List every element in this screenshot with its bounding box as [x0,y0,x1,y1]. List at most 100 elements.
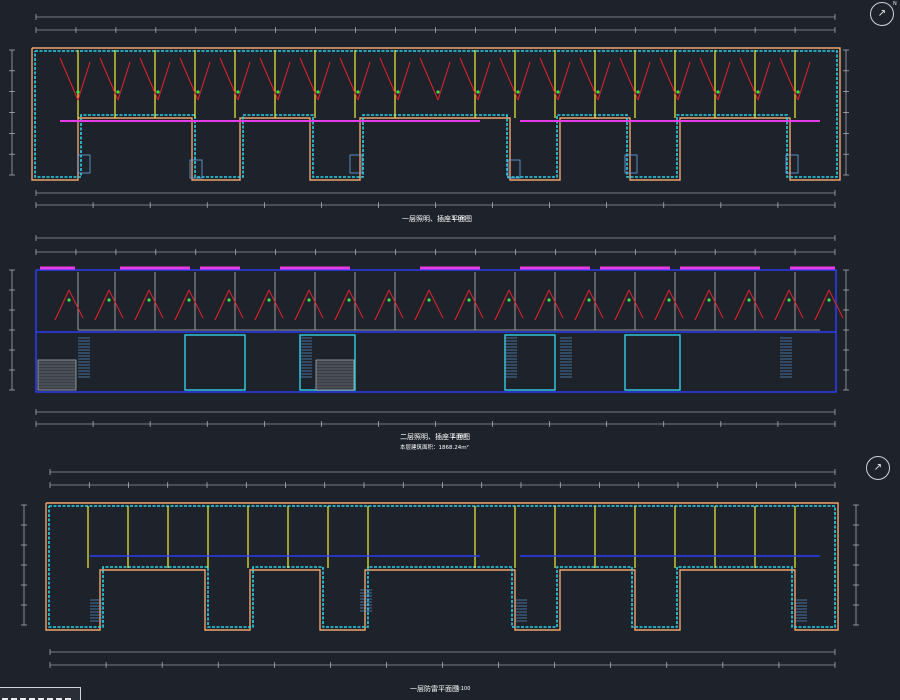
plan2-wiring [334,289,350,321]
title-block-cell [38,698,44,700]
plan2-wiring [108,289,124,319]
plan1-fixture [476,90,480,94]
plan1-wiring [397,61,411,101]
plan1-wiring [259,57,279,101]
plan1-stair [785,154,799,174]
plan1-wiring [139,57,159,101]
plan2-fixture [427,298,431,302]
plan2-wiring [774,289,790,321]
plan1-wiring [99,57,119,101]
plan2-wiring [188,289,204,319]
plan2-wiring [428,289,444,319]
plan1-wiring [179,57,199,101]
plan2-wiring [374,289,390,321]
plan2-fixture [787,298,791,302]
plan2-wing [624,334,681,391]
plan1-stair [77,154,91,174]
plan1-wiring [597,61,611,101]
plan2-fixture [747,298,751,302]
plan2-fixture [667,298,671,302]
plan2-wiring [268,289,284,319]
plan2-wiring [588,289,604,319]
plan1-wiring [499,57,519,101]
plan2-wiring [68,289,84,319]
plan2-wiring [254,289,270,321]
plan2-wiring [348,289,364,319]
plan1-fixture [636,90,640,94]
compass-north-label: N [893,1,897,7]
plan2-wiring [148,289,164,319]
plan1-stair [349,154,363,174]
plan-2-scale: 1:100 [452,434,467,440]
plan1-fixture [796,90,800,94]
plan2-wiring [468,289,484,319]
plan2-fixture [147,298,151,302]
plan1-fixture [436,90,440,94]
plan1-wiring [459,57,479,101]
plan2-wiring [54,289,70,321]
plan1-fixture [276,90,280,94]
compass-north-arrow-icon-2: ↗ [866,456,890,480]
plan2-fixture [467,298,471,302]
plan2-wiring [494,289,510,321]
plan2-wiring [294,289,310,321]
plan1-inner-wall [34,50,838,178]
plan1-fixture [356,90,360,94]
plan2-fixture [267,298,271,302]
plan2-fixture [507,298,511,302]
plan2-wiring [734,289,750,321]
plan1-wiring [299,57,319,101]
plan2-wiring [788,289,804,319]
plan1-outer-wall [31,47,841,181]
plan1-wiring [219,57,239,101]
plan-2-area-note: 本层建筑面积：1868.24m² [400,445,469,451]
plan1-wiring [539,57,559,101]
plan1-fixture [236,90,240,94]
plan-2-title: 二层照明、插座平面图 [400,433,470,441]
plan1-stair [624,154,638,174]
plan2-wiring [308,289,324,319]
plan2-fixture [67,298,71,302]
plan-1-scale: 1:100 [452,216,467,222]
plan1-stair [507,159,521,179]
plan2-wiring [708,289,724,319]
plan1-wiring [419,57,439,101]
plan2-outer-wall [35,269,837,393]
plan3-outer-wall [45,502,839,631]
plan2-fixture [587,298,591,302]
plan2-fixture [307,298,311,302]
title-block-cell [11,698,17,700]
plan2-wiring [214,289,230,321]
plan2-fixture [547,298,551,302]
plan2-wiring [134,289,150,321]
plan2-wiring [174,289,190,321]
plan2-wiring [814,289,830,321]
plan1-fixture [396,90,400,94]
plan2-fixture [627,298,631,302]
plan2-wiring [228,289,244,319]
plan1-wiring [739,57,759,101]
plan2-wiring [694,289,710,321]
compass-north-arrow-icon: ↗ [870,2,894,26]
plan2-wiring [668,289,684,319]
plan2-wiring [534,289,550,321]
plan1-fixture [556,90,560,94]
plan1-fixture [116,90,120,94]
plan1-fixture [156,90,160,94]
plan2-wiring [828,289,844,319]
plan2-fixture [227,298,231,302]
plan2-fixture [187,298,191,302]
plan2-wiring [748,289,764,319]
title-block-cell [65,698,71,700]
title-block-cell [2,698,8,700]
plan1-fixture [196,90,200,94]
plan1-wiring [677,61,691,101]
plan3-inner-wall [48,505,836,628]
plan1-wiring [477,61,491,101]
plan1-wiring [379,57,399,101]
plan1-wiring [619,57,639,101]
plan-1-title: 一层照明、插座平面图 [402,215,472,223]
plan1-wiring [779,57,799,101]
